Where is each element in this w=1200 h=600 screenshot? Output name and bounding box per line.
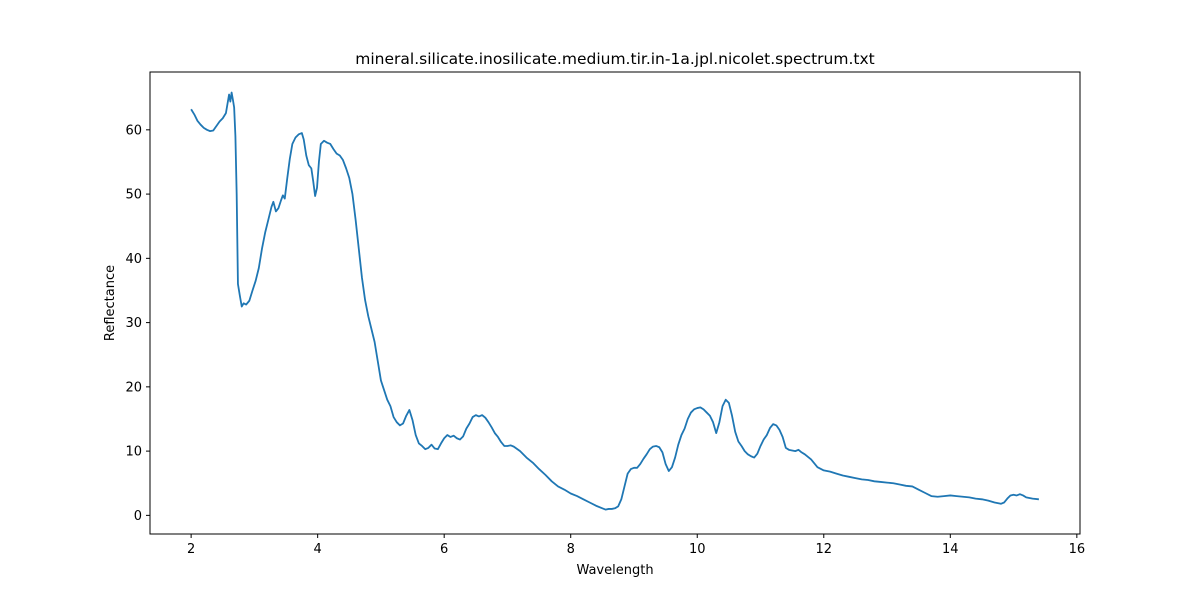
y-axis: 0 10 20 30 40 50 60: [125, 123, 150, 524]
x-axis-label: Wavelength: [576, 563, 653, 578]
y-tick-label: 30: [125, 316, 142, 331]
y-tick-label: 40: [125, 252, 142, 267]
plot-area: 2 4 6 8 10 12 14 16 0 10 20 30 40 50 60: [125, 71, 1085, 557]
x-tick-label: 2: [187, 542, 195, 557]
x-axis: 2 4 6 8 10 12 14 16: [187, 534, 1085, 557]
x-tick-label: 10: [689, 542, 706, 557]
y-tick-label: 60: [125, 123, 142, 138]
x-tick-label: 6: [440, 542, 448, 557]
y-tick-label: 10: [125, 445, 142, 460]
y-tick-label: 50: [125, 188, 142, 203]
chart-title: mineral.silicate.inosilicate.medium.tir.…: [355, 50, 874, 68]
x-tick-label: 4: [314, 542, 322, 557]
x-tick-label: 16: [1069, 542, 1086, 557]
y-tick-label: 0: [134, 509, 142, 524]
y-tick-label: 20: [125, 380, 142, 395]
axes-frame: [149, 71, 1081, 535]
x-tick-label: 12: [816, 542, 833, 557]
y-axis-label: Reflectance: [103, 265, 118, 341]
series-line-reflectance: [190, 91, 1039, 511]
x-tick-label: 8: [567, 542, 575, 557]
x-tick-label: 14: [942, 542, 959, 557]
